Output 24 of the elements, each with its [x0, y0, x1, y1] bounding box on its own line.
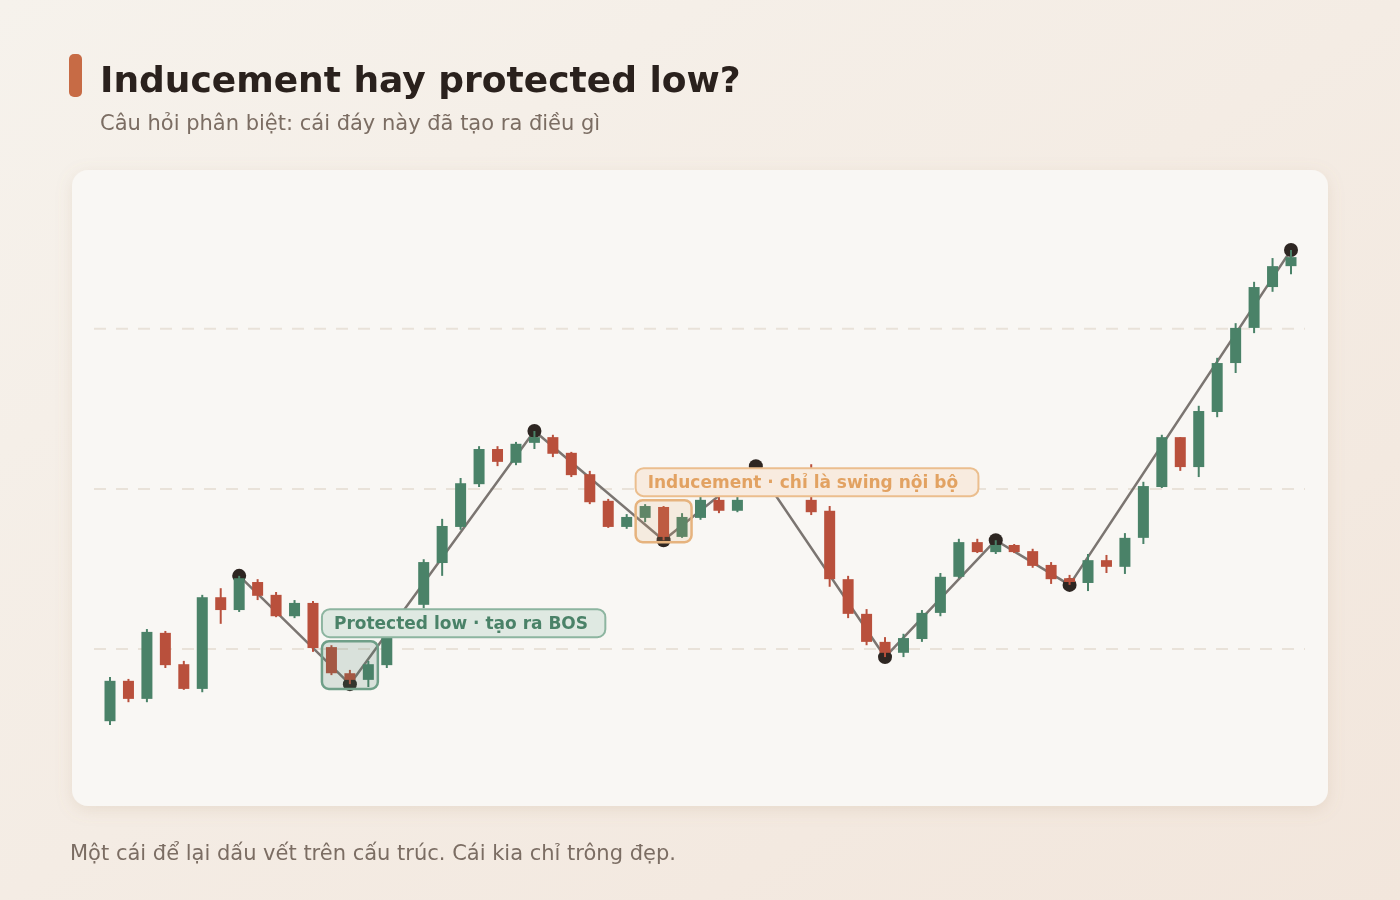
candlestick: [252, 578, 264, 602]
candlestick: [122, 677, 134, 704]
candlestick: [1027, 547, 1039, 569]
candlestick: [676, 512, 688, 539]
candlestick: [897, 632, 909, 659]
text: Một cái để lại dấu vết trên cấu trúc. Cái kia chỉ trông đẹp.: [70, 841, 676, 865]
candlestick: [547, 433, 559, 459]
candlestick: [510, 440, 522, 467]
annotation: Protected low · tạo ra BOS: [333, 613, 589, 634]
candlestick: [492, 445, 504, 468]
chart-subtitle: Câu hỏi phân biệt: cái đáy này đã tạo ra điều gì: [100, 111, 601, 135]
candlestick: [289, 599, 301, 620]
candlestick: [639, 503, 651, 524]
chart-title: Inducement hay protected low?: [100, 59, 741, 100]
candlestick: [565, 450, 577, 479]
annotation: Inducement · chỉ là swing nội bộ: [647, 472, 959, 493]
candlestick: [1100, 553, 1112, 574]
candlestick: [270, 591, 282, 619]
candlestick: [215, 587, 227, 625]
candlestick: [695, 496, 706, 521]
candlestick: [1045, 561, 1057, 585]
candlestick: [1082, 553, 1094, 593]
candlestick: [362, 659, 374, 688]
candlestick: [1267, 257, 1279, 293]
